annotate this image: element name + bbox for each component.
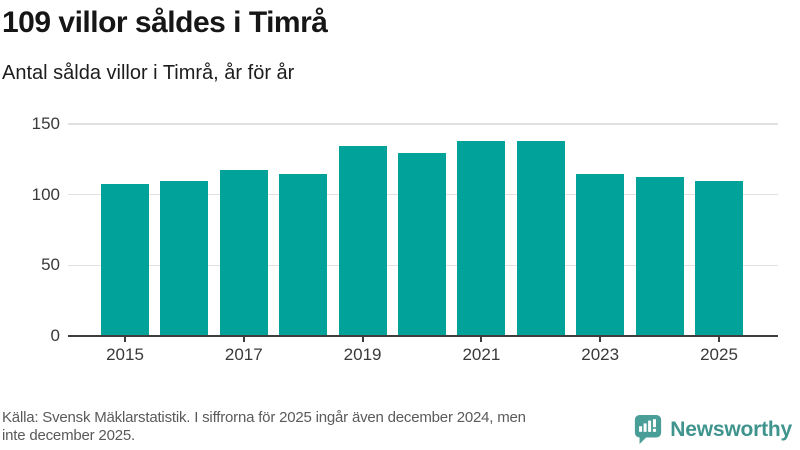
page-title: 109 villor såldes i Timrå — [2, 6, 328, 39]
x-axis-label: 2019 — [343, 345, 382, 364]
bar — [160, 181, 209, 335]
bar — [398, 152, 446, 335]
x-axis-tick — [599, 337, 602, 342]
source-note: Källa: Svensk Mäklarstatistik. I siffror… — [2, 409, 657, 445]
source-note-line1: Källa: Svensk Mäklarstatistik. I siffror… — [2, 409, 526, 426]
bar — [338, 145, 387, 335]
bar — [516, 141, 565, 335]
newsworthy-bubble-chart-icon — [635, 414, 662, 445]
x-axis-label: 2017 — [224, 345, 263, 364]
y-axis-label: 150 — [31, 114, 60, 133]
x-axis-label: 2025 — [700, 345, 738, 364]
x-axis-label: 2021 — [462, 345, 501, 364]
x-axis-label: 2023 — [581, 345, 620, 364]
chart-subtitle: Antal sålda villor i Timrå, år för år — [2, 62, 295, 84]
x-axis-tick — [124, 337, 126, 342]
bar — [101, 183, 149, 335]
x-axis-label: 2015 — [106, 345, 144, 364]
x-axis-tick — [718, 337, 720, 342]
bar — [695, 181, 743, 335]
bar — [279, 173, 328, 335]
x-axis-line — [68, 335, 778, 337]
x-axis-tick — [242, 337, 245, 342]
y-axis-label: 0 — [50, 326, 60, 345]
bar — [576, 173, 625, 335]
y-axis-label: 50 — [41, 255, 60, 275]
bar-chart: 0 50 100 150 2015 2017 2019 2021 2023 2025 — [0, 105, 800, 375]
source-note-line2: inte december 2025. — [2, 427, 135, 444]
bar — [635, 176, 684, 335]
x-axis-tick — [480, 337, 483, 342]
bar — [457, 141, 506, 335]
y-axis-label: 100 — [31, 184, 60, 204]
x-axis-tick — [361, 337, 364, 342]
bar — [219, 169, 268, 335]
newsworthy-wordmark: Newsworthy — [670, 417, 792, 441]
newsworthy-logo: Newsworthy — [633, 414, 792, 445]
gridline — [68, 123, 778, 125]
